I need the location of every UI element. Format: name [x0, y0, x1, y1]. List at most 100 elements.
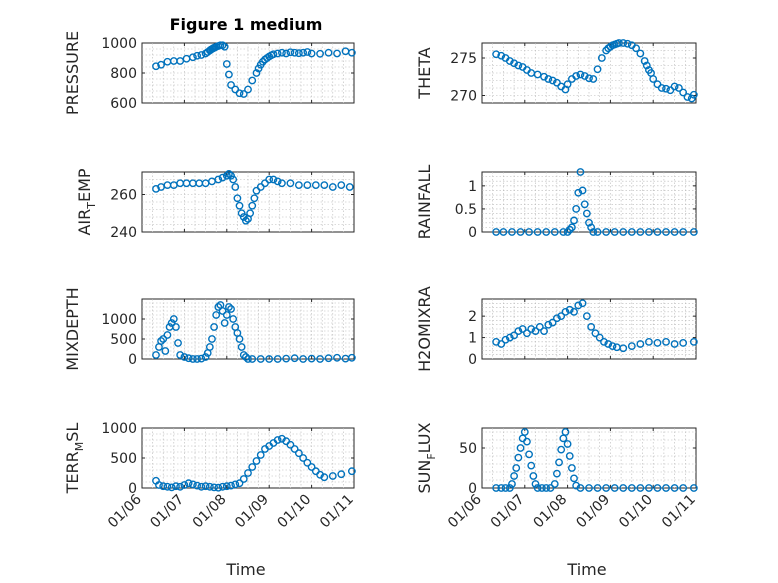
data-point-h2omixra — [557, 312, 566, 321]
data-point-mixdepth — [256, 355, 265, 363]
y-tick-label: 1 — [468, 179, 477, 195]
data-point-theta — [674, 84, 683, 92]
data-point-mixdepth — [273, 355, 282, 363]
data-point-h2omixra — [591, 329, 600, 338]
data-point-rainfall — [636, 228, 645, 236]
data-point-air_temp — [214, 175, 223, 184]
data-point-sun_flux — [550, 480, 559, 488]
data-point-pressure — [239, 90, 248, 98]
data-point-pressure — [252, 69, 261, 77]
subplot-air_temp: 240 260 AIRTEMP — [75, 168, 355, 241]
data-point-theta — [653, 80, 662, 89]
data-point-terr_msl — [248, 463, 257, 471]
data-point-sun_flux — [542, 484, 551, 492]
data-point-h2omixra — [662, 337, 670, 346]
data-point-sun_flux — [563, 440, 572, 448]
data-point-h2omixra — [608, 342, 617, 351]
data-point-pressure — [282, 49, 291, 58]
data-point-sun_flux — [510, 472, 518, 480]
data-point-air_temp — [233, 194, 242, 203]
data-point-rainfall — [576, 168, 585, 176]
data-point-mixdepth — [214, 303, 223, 311]
x-tick-label: 01/06 — [445, 491, 485, 531]
data-point-rainfall — [499, 228, 508, 236]
data-point-theta — [585, 74, 593, 83]
data-point-mixdepth — [235, 335, 244, 343]
data-point-mixdepth — [229, 315, 238, 323]
data-point-rainfall — [645, 228, 653, 236]
data-point-terr_msl — [180, 481, 189, 489]
data-point-h2omixra — [514, 327, 523, 336]
data-point-mixdepth — [324, 354, 333, 363]
data-point-h2omixra — [510, 331, 518, 340]
data-point-sun_flux — [689, 484, 698, 492]
data-point-pressure — [303, 48, 312, 56]
data-point-h2omixra — [501, 335, 510, 344]
y-tick-label: 0 — [128, 352, 137, 368]
data-point-theta — [642, 61, 651, 70]
y-axis-label: MIXDEPTH — [63, 287, 82, 370]
data-point-sun_flux — [520, 428, 529, 436]
data-point-h2omixra — [587, 322, 596, 331]
data-point-theta — [640, 57, 649, 65]
data-point-pressure — [193, 51, 202, 60]
data-point-terr_msl — [231, 480, 240, 489]
data-point-pressure — [227, 81, 235, 89]
data-point-air_temp — [286, 179, 295, 188]
data-point-terr_msl — [290, 445, 299, 453]
data-point-theta — [589, 75, 598, 83]
data-point-rainfall — [679, 228, 688, 236]
data-point-pressure — [307, 49, 316, 58]
data-point-theta — [623, 39, 632, 48]
data-point-theta — [679, 88, 688, 97]
data-point-h2omixra — [627, 342, 636, 351]
data-point-theta — [492, 50, 501, 59]
data-point-terr_msl — [197, 482, 206, 491]
data-point-air_temp — [337, 181, 346, 190]
data-point-mixdepth — [290, 354, 299, 363]
data-point-mixdepth — [197, 354, 206, 363]
data-point-terr_msl — [239, 475, 248, 483]
data-point-rainfall — [550, 228, 559, 236]
data-point-terr_msl — [159, 482, 168, 491]
data-point-theta — [572, 72, 581, 80]
x-tick-label: 01/08 — [531, 492, 571, 532]
data-point-theta — [510, 59, 518, 68]
data-point-terr_msl — [155, 481, 163, 489]
data-point-mixdepth — [167, 319, 176, 327]
data-point-mixdepth — [299, 355, 308, 363]
data-point-h2omixra — [636, 340, 645, 348]
data-point-terr_msl — [210, 483, 218, 492]
data-point-air_temp — [218, 173, 227, 182]
y-tick-label: 1000 — [101, 421, 137, 437]
y-axis-label: H2OMIXRA — [415, 286, 434, 372]
y-tick-label: 800 — [110, 66, 137, 82]
data-point-sun_flux — [497, 484, 506, 492]
data-point-theta — [662, 84, 670, 93]
data-point-h2omixra — [527, 325, 536, 333]
data-point-pressure — [347, 48, 356, 57]
data-point-rainfall — [559, 228, 568, 236]
data-point-air_temp — [235, 201, 244, 210]
data-point-h2omixra — [578, 299, 587, 308]
data-point-terr_msl — [273, 436, 282, 444]
data-point-rainfall — [582, 209, 591, 218]
data-point-h2omixra — [553, 314, 561, 323]
data-point-h2omixra — [497, 340, 506, 348]
data-point-mixdepth — [152, 351, 160, 359]
data-point-terr_msl — [188, 480, 197, 489]
data-point-mixdepth — [188, 355, 197, 363]
data-point-rainfall — [585, 218, 593, 227]
data-point-sun_flux — [553, 469, 561, 478]
data-point-terr_msl — [328, 472, 337, 480]
y-tick-label: 1000 — [101, 36, 137, 52]
x-tick-label: 01/06 — [105, 491, 145, 531]
data-point-mixdepth — [193, 355, 202, 363]
data-point-sun_flux — [557, 445, 566, 454]
data-point-sun_flux — [531, 480, 540, 488]
data-point-mixdepth — [222, 311, 231, 319]
data-point-mixdepth — [180, 353, 189, 361]
data-point-pressure — [254, 64, 263, 73]
data-point-sun_flux — [527, 461, 536, 470]
data-point-rainfall — [565, 225, 574, 234]
